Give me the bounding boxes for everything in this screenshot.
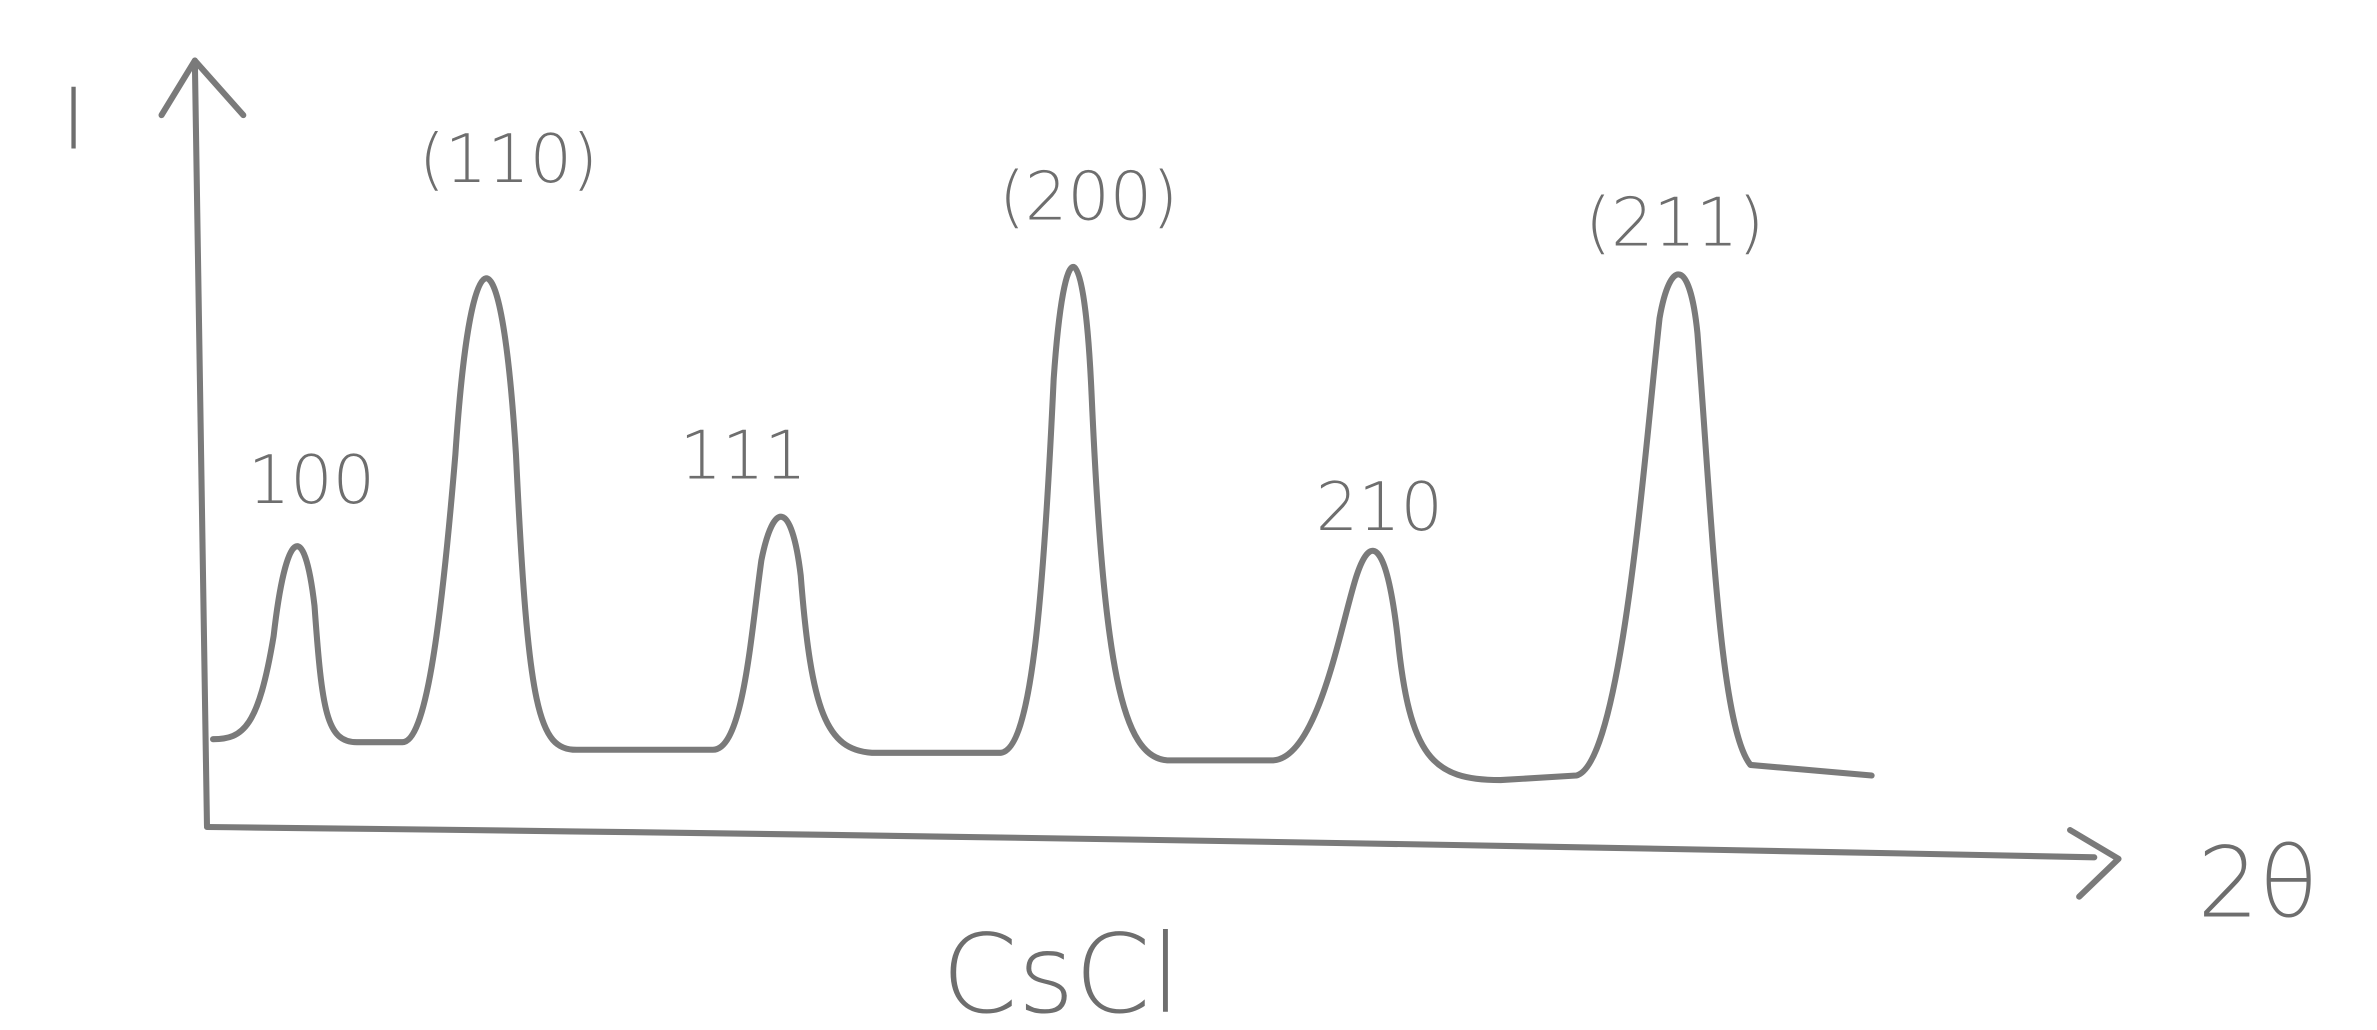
x-axis bbox=[207, 827, 2094, 857]
peak-label: (211) bbox=[1585, 183, 1764, 261]
peak-label: 100 bbox=[248, 441, 375, 519]
y-axis-arrow bbox=[162, 61, 244, 116]
y-axis-label: I bbox=[61, 70, 86, 169]
xrd-sketch: I 2θ CsCl 100 (110) 111 (200) 210 (211) bbox=[0, 0, 2377, 1030]
peak-label: 111 bbox=[680, 417, 807, 495]
peak-label: 210 bbox=[1316, 468, 1443, 546]
page: I 2θ CsCl 100 (110) 111 (200) 210 (211) … bbox=[0, 0, 2377, 1030]
x-axis-arrow bbox=[2070, 830, 2118, 897]
caption: CsCl bbox=[942, 911, 1181, 1030]
diffraction-curve bbox=[213, 267, 1872, 780]
y-axis bbox=[195, 61, 207, 826]
x-axis-label: 2θ bbox=[2197, 826, 2318, 939]
peak-label: (200) bbox=[999, 158, 1178, 236]
peak-label: (110) bbox=[419, 120, 598, 198]
